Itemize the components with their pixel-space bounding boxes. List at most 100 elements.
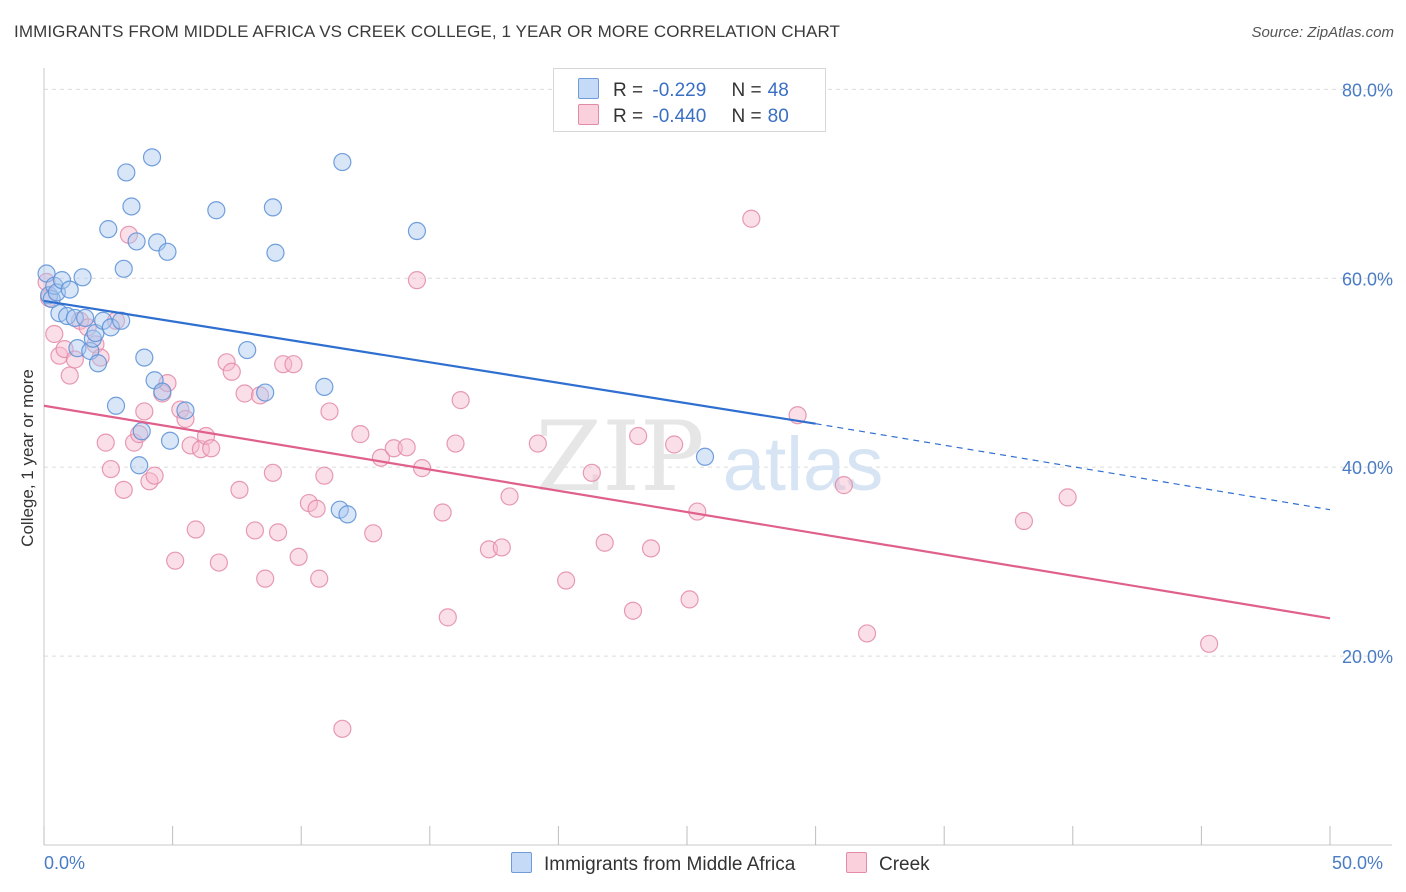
bottom-legend-swatch-pink <box>846 852 867 873</box>
creek-point <box>397 438 416 457</box>
creek-point <box>407 271 427 290</box>
middle-africa-point <box>238 340 257 360</box>
middle-africa-point <box>127 232 146 251</box>
creek-point <box>171 400 190 419</box>
middle-africa-point <box>153 382 172 401</box>
watermark: ZIP atlas <box>535 401 883 513</box>
middle-africa-point <box>315 377 334 396</box>
stats-legend: R = -0.229 N = 48 R = -0.440 N = 80 <box>553 68 826 132</box>
creek-point <box>135 402 154 421</box>
creek-point <box>140 472 159 491</box>
creek-point <box>315 466 334 485</box>
creek-point <box>217 353 236 372</box>
middle-africa-point <box>176 401 195 420</box>
middle-africa-point <box>60 280 79 299</box>
r-value: -0.229 <box>652 80 707 101</box>
creek-point <box>250 386 270 405</box>
creek-point <box>595 533 614 552</box>
n-value: 80 <box>767 106 789 127</box>
creek-point <box>310 569 329 588</box>
creek-point <box>1200 634 1219 653</box>
middle-africa-point <box>158 242 177 261</box>
middle-africa-point <box>117 163 136 182</box>
chart-title: IMMIGRANTS FROM MIDDLE AFRICA VS CREEK C… <box>14 22 841 41</box>
creek-point <box>623 601 643 620</box>
y-tick-labels: 20.0% 40.0% 60.0% 80.0% <box>1342 80 1393 667</box>
creek-point <box>145 466 164 485</box>
creek-point <box>101 459 120 479</box>
watermark-zip: ZIP <box>535 401 704 513</box>
creek-point <box>333 719 352 738</box>
middle-africa-point <box>266 243 285 262</box>
middle-africa-trend-extension <box>815 423 1331 511</box>
creek-point <box>268 523 288 542</box>
creek-point <box>351 425 370 444</box>
middle-africa-point <box>122 197 141 216</box>
creek-point <box>500 487 519 506</box>
creek-point <box>222 362 241 381</box>
grid-lines <box>44 88 1392 657</box>
middle-africa-point <box>65 308 84 328</box>
creek-point <box>492 538 511 557</box>
middle-africa-point <box>130 456 149 475</box>
creek-point <box>209 553 228 572</box>
middle-africa-points <box>37 148 715 524</box>
creek-point <box>289 547 308 567</box>
legend-row-creek: R = -0.440 N = 80 <box>578 104 789 127</box>
creek-point <box>433 503 452 522</box>
creek-point <box>186 520 205 539</box>
creek-trend-line <box>43 404 1331 620</box>
creek-point <box>256 569 275 588</box>
creek-point <box>438 608 457 627</box>
creek-point <box>384 439 403 458</box>
creek-point <box>114 480 133 499</box>
creek-point <box>235 384 254 403</box>
middle-africa-point <box>256 383 275 402</box>
creek-point <box>65 350 84 369</box>
y-tick-label: 60.0% <box>1342 269 1393 289</box>
middle-africa-point <box>106 396 126 415</box>
middle-africa-point <box>101 318 120 337</box>
middle-africa-point <box>207 201 226 220</box>
creek-point <box>688 502 707 521</box>
r-label: R = <box>613 80 644 101</box>
middle-africa-point <box>160 431 180 450</box>
creek-point <box>1058 488 1077 507</box>
middle-africa-point <box>73 268 92 287</box>
n-label: N = <box>731 80 762 101</box>
bottom-legend-label: Creek <box>879 854 930 875</box>
creek-points <box>37 209 1219 738</box>
creek-point <box>680 590 699 609</box>
creek-point <box>834 476 853 495</box>
creek-point <box>1014 511 1034 531</box>
y-tick-label: 80.0% <box>1342 80 1393 100</box>
creek-point <box>230 480 249 499</box>
legend-swatch-pink <box>578 104 599 125</box>
middle-africa-point <box>695 447 715 466</box>
bottom-legend-label: Immigrants from Middle Africa <box>544 854 796 875</box>
middle-africa-point <box>135 348 154 367</box>
creek-point <box>181 436 200 455</box>
bottom-legend-swatch-blue <box>511 852 532 873</box>
creek-point <box>96 433 115 452</box>
n-label: N = <box>731 106 762 127</box>
x-tick-label-min: 0.0% <box>44 853 86 873</box>
creek-point <box>451 391 470 410</box>
middle-africa-point <box>407 221 427 241</box>
creek-point <box>166 551 185 570</box>
middle-africa-point <box>132 422 151 441</box>
creek-point <box>284 355 303 374</box>
trend-lines <box>43 299 1331 620</box>
creek-point <box>202 439 221 458</box>
creek-point <box>528 434 547 453</box>
x-tick-label-max: 50.0% <box>1332 853 1384 873</box>
creek-point <box>742 209 761 228</box>
creek-point <box>629 426 648 446</box>
creek-point <box>582 463 601 482</box>
middle-africa-point <box>52 271 72 290</box>
creek-point <box>263 463 283 482</box>
middle-africa-point <box>88 354 108 373</box>
middle-africa-point <box>338 505 357 524</box>
source-label: Source: ZipAtlas.com <box>1251 24 1394 41</box>
